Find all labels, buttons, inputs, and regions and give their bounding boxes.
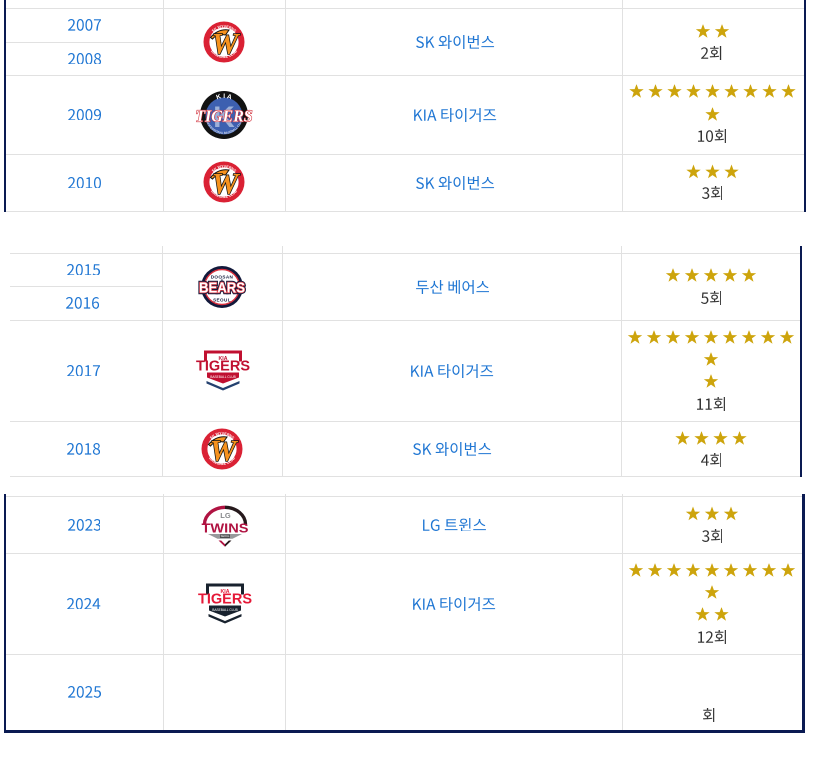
svg-text:TIGERS: TIGERS xyxy=(198,592,252,608)
svg-text:LG: LG xyxy=(220,510,231,519)
svg-text:KIA: KIA xyxy=(219,355,228,361)
svg-text:W: W xyxy=(212,27,241,60)
svg-text:BASEBALL CLUB: BASEBALL CLUB xyxy=(210,374,236,378)
svg-text:TIGERS: TIGERS xyxy=(196,358,250,374)
svg-text:W: W xyxy=(210,435,239,468)
svg-text:KIA: KIA xyxy=(221,589,230,595)
svg-text:W: W xyxy=(212,168,241,201)
svg-text:BEARS: BEARS xyxy=(199,280,245,297)
svg-text:TWINS: TWINS xyxy=(201,520,248,535)
svg-text:BASEBALL CLUB: BASEBALL CLUB xyxy=(212,608,238,612)
svg-text:K I A: K I A xyxy=(215,93,232,101)
svg-text:SEOUL: SEOUL xyxy=(213,298,231,303)
svg-text:K: K xyxy=(213,101,235,134)
svg-text:DOOSAN: DOOSAN xyxy=(211,275,234,280)
svg-text:SEOUL: SEOUL xyxy=(220,534,229,538)
svg-text:BEARS: BEARS xyxy=(199,280,245,297)
svg-text:TIGERS: TIGERS xyxy=(196,107,253,126)
